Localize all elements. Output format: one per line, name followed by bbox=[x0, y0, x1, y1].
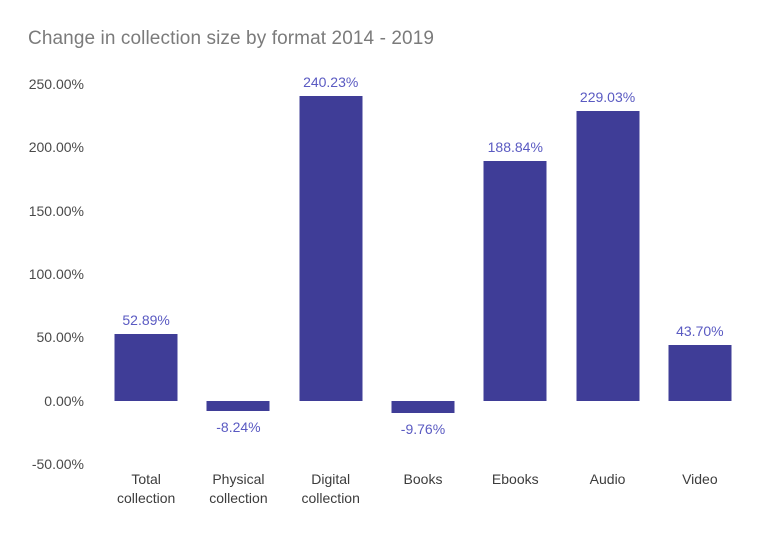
y-axis: 250.00% 200.00% 150.00% 100.00% 50.00% 0.00% -… bbox=[0, 76, 92, 472]
x-axis-tick-line: Ebooks bbox=[491, 471, 539, 487]
bar-group[interactable]: 43.70% bbox=[654, 84, 746, 464]
y-axis-tick-label: 50.00% bbox=[36, 329, 84, 346]
y-axis-tick-label: -50.00% bbox=[31, 456, 84, 472]
x-axis-tick-line: Books bbox=[403, 471, 443, 487]
bar-value-label: 188.84% bbox=[487, 139, 543, 156]
bar-group[interactable]: 240.23% bbox=[285, 74, 377, 464]
x-axis-tick-line: Video bbox=[682, 471, 718, 487]
bar[interactable] bbox=[299, 96, 363, 401]
plot-area: 52.89% -8.24% 240.23% -9.76% 188.84% 229.03% 4… bbox=[100, 74, 746, 464]
x-axis-tick-line: collection bbox=[301, 490, 360, 506]
x-axis-tick-line: collection bbox=[209, 490, 268, 506]
x-axis-tick-label: Video bbox=[682, 470, 718, 489]
y-axis-tick-label: 250.00% bbox=[28, 76, 84, 92]
bar[interactable] bbox=[576, 110, 640, 401]
x-axis-tick-line: Total bbox=[131, 471, 161, 487]
x-axis-tick-label: Ebooks bbox=[492, 470, 539, 489]
bar[interactable] bbox=[668, 345, 732, 401]
x-axis-tick-line: collection bbox=[116, 490, 176, 506]
x-axis: Total collection Physical collection Digital… bbox=[100, 470, 746, 532]
x-axis-tick-label: Books bbox=[404, 470, 443, 489]
y-axis-tick-label: 0.00% bbox=[44, 392, 84, 409]
bar[interactable] bbox=[483, 161, 547, 401]
bar-value-label: 240.23% bbox=[303, 74, 359, 91]
x-axis-tick-label: Total collection bbox=[117, 470, 175, 508]
x-axis-tick-label: Audio bbox=[590, 470, 626, 489]
bar-value-label: 229.03% bbox=[579, 88, 636, 105]
y-axis-tick-label: 200.00% bbox=[28, 139, 84, 156]
bar[interactable] bbox=[206, 400, 270, 412]
x-axis-tick-line: Physical bbox=[212, 471, 265, 487]
bar-group[interactable]: -9.76% bbox=[377, 84, 469, 464]
bar-group[interactable]: 52.89% bbox=[100, 84, 192, 464]
bar-group[interactable]: 229.03% bbox=[561, 84, 653, 464]
bar-value-label: 43.70% bbox=[676, 323, 724, 340]
y-axis-tick-label: 100.00% bbox=[28, 266, 84, 282]
x-axis-tick-label: Physical collection bbox=[209, 470, 267, 508]
bar-value-label: 52.89% bbox=[122, 311, 170, 328]
bar-group[interactable]: 188.84% bbox=[469, 84, 561, 464]
chart-title: Change in collection size by format 2014… bbox=[28, 28, 435, 49]
x-axis-tick-line: Audio bbox=[589, 471, 626, 487]
bar-value-label: -8.24% bbox=[216, 419, 261, 436]
bar-group[interactable]: -8.24% bbox=[192, 84, 284, 464]
bar[interactable] bbox=[114, 333, 178, 401]
x-axis-tick-line: Digital bbox=[311, 471, 351, 487]
bar-value-label: -9.76% bbox=[400, 421, 446, 438]
x-axis-tick-label: Digital collection bbox=[302, 470, 360, 508]
bar[interactable] bbox=[391, 400, 455, 414]
y-axis-tick-label: 150.00% bbox=[28, 202, 84, 219]
